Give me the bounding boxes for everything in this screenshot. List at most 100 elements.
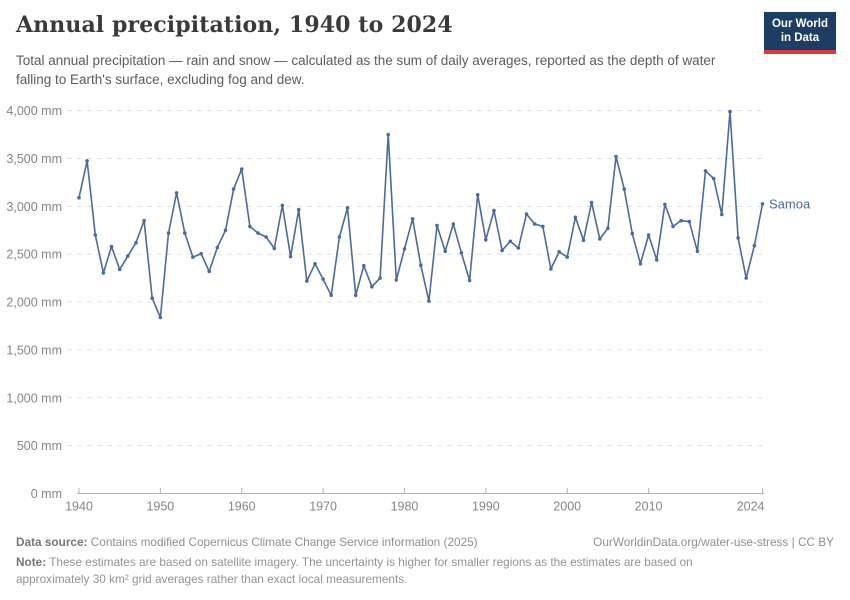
x-tick-label: 1940 bbox=[65, 500, 93, 514]
chart-subtitle: Total annual precipitation — rain and sn… bbox=[16, 53, 716, 87]
data-source-line: Data source: Contains modified Copernicu… bbox=[16, 534, 478, 551]
owid-logo[interactable]: Our World in Data bbox=[763, 12, 836, 54]
owid-logo-line2: in Data bbox=[780, 32, 820, 45]
data-point bbox=[541, 224, 545, 229]
y-tick-label: 3,000 mm bbox=[6, 200, 62, 214]
data-point bbox=[85, 159, 89, 163]
data-point bbox=[305, 279, 309, 283]
data-point bbox=[199, 251, 203, 256]
data-point bbox=[524, 212, 529, 216]
data-point bbox=[557, 250, 561, 254]
data-point bbox=[646, 233, 651, 237]
data-point bbox=[581, 238, 586, 243]
data-point bbox=[484, 238, 488, 242]
data-point bbox=[679, 218, 683, 223]
data-point bbox=[288, 254, 293, 259]
data-point bbox=[378, 276, 382, 280]
data-point bbox=[573, 215, 578, 220]
data-point bbox=[272, 246, 277, 251]
y-tick-label: 1,000 mm bbox=[6, 391, 62, 405]
data-point bbox=[410, 217, 415, 221]
y-axis-labels: 0 mm 500 mm 1,000 mm 1,500 mm 2,000 mm 2,500 … bbox=[6, 104, 62, 501]
data-point bbox=[720, 212, 724, 217]
data-point bbox=[321, 277, 325, 281]
data-point bbox=[231, 187, 236, 191]
data-point bbox=[166, 231, 171, 235]
data-point bbox=[183, 231, 187, 235]
data-point bbox=[77, 195, 81, 200]
series-end-label: Samoa bbox=[769, 196, 811, 211]
y-tick-label: 2,500 mm bbox=[6, 248, 62, 262]
data-points-samoa bbox=[77, 109, 765, 320]
data-point bbox=[736, 236, 740, 240]
data-point bbox=[703, 169, 708, 173]
data-point bbox=[435, 223, 439, 228]
y-tick-label: 1,500 mm bbox=[6, 343, 62, 357]
data-point bbox=[654, 258, 659, 262]
data-point bbox=[337, 235, 342, 239]
data-point bbox=[687, 219, 692, 224]
data-point bbox=[565, 255, 569, 259]
data-point bbox=[93, 233, 98, 237]
data-point bbox=[370, 284, 374, 289]
y-tick-label: 2,000 mm bbox=[6, 296, 62, 310]
data-point bbox=[117, 267, 122, 272]
data-line-samoa bbox=[78, 110, 764, 319]
data-point bbox=[606, 226, 610, 231]
x-tick-label: 2000 bbox=[553, 500, 581, 514]
y-tick-label: 4,000 mm bbox=[6, 104, 62, 118]
data-point bbox=[248, 224, 252, 229]
data-point bbox=[345, 206, 350, 210]
note-text: These estimates are based on satellite i… bbox=[16, 554, 693, 586]
data-point bbox=[174, 191, 179, 195]
x-tick-label: 1960 bbox=[228, 500, 256, 514]
data-point bbox=[728, 109, 732, 114]
data-point bbox=[760, 202, 765, 206]
data-point bbox=[475, 193, 480, 197]
data-point bbox=[191, 255, 195, 259]
data-point bbox=[394, 278, 399, 282]
data-point bbox=[101, 271, 106, 275]
page-title: Annual precipitation, 1940 to 2024 bbox=[16, 12, 453, 38]
data-point bbox=[500, 248, 504, 253]
x-tick-label: 1950 bbox=[146, 500, 174, 514]
data-point bbox=[614, 154, 618, 159]
data-source-label: Data source: bbox=[16, 534, 88, 549]
data-source-text: Contains modified Copernicus Climate Cha… bbox=[87, 534, 478, 549]
y-tick-label: 3,500 mm bbox=[6, 152, 62, 166]
x-axis bbox=[77, 488, 765, 494]
data-point bbox=[752, 243, 757, 248]
data-point bbox=[663, 202, 667, 207]
data-point bbox=[695, 249, 700, 254]
x-axis-labels: 1940 1950 1960 1970 1980 1990 2000 2010 2024 bbox=[65, 500, 764, 514]
data-point bbox=[126, 254, 130, 258]
y-gridlines bbox=[67, 110, 767, 447]
data-point bbox=[362, 263, 366, 268]
note-label: Note: bbox=[16, 554, 47, 569]
data-point bbox=[516, 246, 521, 250]
data-point bbox=[256, 231, 260, 235]
data-point bbox=[711, 176, 716, 181]
x-tick-label: 1990 bbox=[472, 500, 500, 514]
data-point bbox=[280, 203, 285, 208]
y-tick-label: 0 mm bbox=[31, 487, 62, 501]
data-point bbox=[329, 293, 334, 298]
data-point bbox=[264, 235, 268, 239]
data-point bbox=[402, 247, 407, 251]
x-tick-label: 1980 bbox=[391, 500, 419, 514]
data-point bbox=[296, 207, 301, 212]
data-point bbox=[158, 315, 163, 320]
data-point bbox=[598, 237, 602, 241]
owid-url-license-link[interactable]: OurWorldinData.org/water-use-stress | CC… bbox=[593, 534, 834, 549]
data-point bbox=[630, 231, 635, 236]
y-tick-label: 500 mm bbox=[17, 439, 62, 453]
data-point bbox=[508, 239, 513, 244]
data-point bbox=[492, 208, 496, 213]
data-point bbox=[427, 299, 431, 303]
owid-logo-line1: Our World bbox=[771, 18, 828, 30]
data-point bbox=[549, 267, 553, 271]
x-tick-label: 2010 bbox=[635, 500, 663, 514]
data-point bbox=[215, 245, 220, 250]
